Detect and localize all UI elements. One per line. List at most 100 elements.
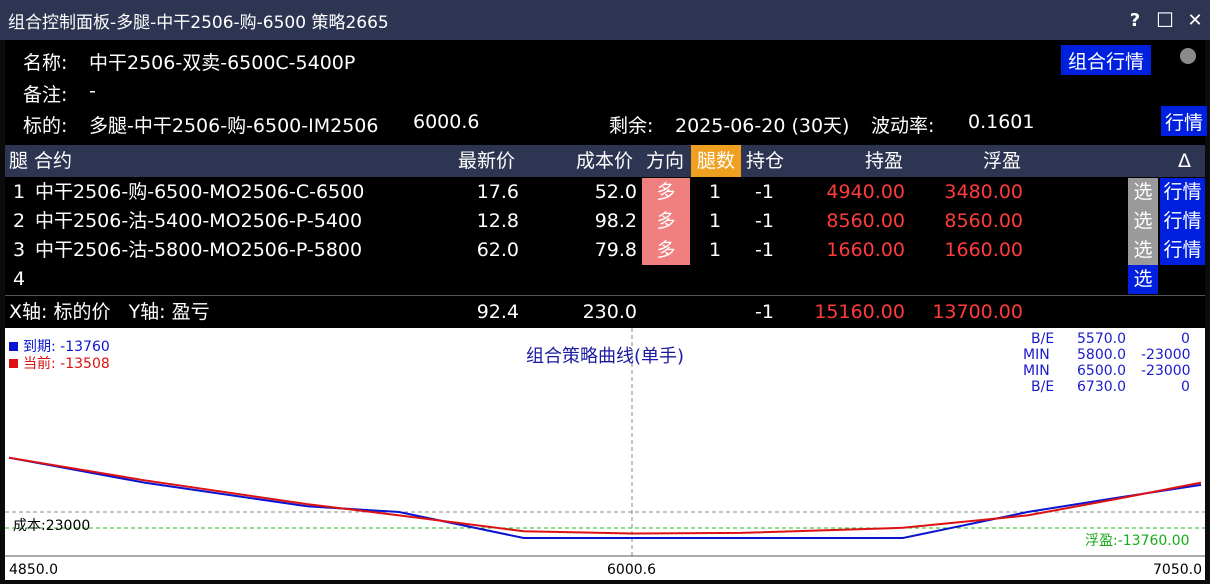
leg-float-pnl: 8560.00 <box>944 210 1023 232</box>
legend-expiry: 到期: -13760 <box>9 336 110 356</box>
expiry-curve <box>8 456 1202 539</box>
leg-count: 1 <box>709 181 722 203</box>
status-indicator <box>1180 48 1196 64</box>
leg-index: 3 <box>13 239 26 261</box>
header-delta: Δ <box>1178 150 1191 172</box>
row-quote-button[interactable]: 行情 <box>1160 178 1205 207</box>
annotation-x: 5570.0 <box>1077 331 1126 347</box>
leg-contract: 中干2506-沽-5400-MO2506-P-5400 <box>35 210 363 232</box>
annotation-y: -23000 <box>1141 347 1191 363</box>
x-min-label: 4850.0 <box>9 562 58 578</box>
header-legs: 腿数 <box>691 145 741 177</box>
float-pnl-label: 浮盈:-13760.00 <box>1085 533 1190 549</box>
leg-index: 4 <box>13 268 26 290</box>
name-value: 中干2506-双卖-6500C-5400P <box>89 52 356 74</box>
table-row[interactable]: 1 中干2506-购-6500-MO2506-C-6500 17.6 52.0 … <box>5 178 1205 207</box>
leg-position: -1 <box>755 181 774 203</box>
leg-cost: 98.2 <box>594 210 637 232</box>
remain-label: 剩余: <box>609 115 654 137</box>
chart-canvas <box>5 328 1205 557</box>
select-button[interactable]: 选 <box>1128 265 1158 294</box>
header-cost: 成本价 <box>576 150 634 172</box>
x-mid-label: 6000.6 <box>607 562 656 578</box>
info-panel: 名称: 中干2506-双卖-6500C-5400P 备注: - 标的: 多腿-中… <box>5 40 1207 145</box>
annotation-label: MIN <box>1023 363 1050 379</box>
leg-count: 1 <box>709 239 722 261</box>
summary-row: X轴: 标的价 Y轴: 盈亏 92.4 230.0 -1 15160.00 13… <box>5 295 1205 328</box>
annotation-y: 0 <box>1181 331 1190 347</box>
legend-expiry-swatch <box>9 341 18 351</box>
annotation-y: 0 <box>1181 379 1190 395</box>
strategy-chart[interactable]: 到期: -13760 当前: -13508 组合策略曲线(单手) B/E 557… <box>5 328 1205 580</box>
title-bar: 组合控制面板-多腿-中干2506-购-6500 策略2665 ? ☐ ✕ <box>0 0 1210 40</box>
x-max-label: 7050.0 <box>1153 562 1202 578</box>
leg-contract: 中干2506-沽-5800-MO2506-P-5800 <box>35 239 363 261</box>
leg-contract: 中干2506-购-6500-MO2506-C-6500 <box>35 181 365 203</box>
current-curve <box>8 456 1202 535</box>
row-quote-button[interactable]: 行情 <box>1160 236 1205 265</box>
leg-hold-pnl: 4940.00 <box>826 181 905 203</box>
note-label: 备注: <box>23 84 68 106</box>
annotation-label: B/E <box>1031 331 1055 347</box>
annotation-label: MIN <box>1023 347 1050 363</box>
leg-float-pnl: 3480.00 <box>944 181 1023 203</box>
leg-direction[interactable]: 多 <box>642 236 690 265</box>
leg-position: -1 <box>755 210 774 232</box>
annotation-x: 6730.0 <box>1077 379 1126 395</box>
leg-direction[interactable]: 多 <box>642 178 690 207</box>
header-position: 持仓 <box>746 150 785 172</box>
annotation-x: 5800.0 <box>1077 347 1126 363</box>
summary-hold-pnl: 15160.00 <box>814 301 905 323</box>
select-button[interactable]: 选 <box>1128 236 1158 265</box>
annotation-x: 6500.0 <box>1077 363 1126 379</box>
underlying-value: 多腿-中干2506-购-6500-IM2506 <box>89 115 379 137</box>
chart-title: 组合策略曲线(单手) <box>525 346 685 367</box>
leg-hold-pnl: 1660.00 <box>826 239 905 261</box>
legend-current: 当前: -13508 <box>9 353 110 373</box>
series-layer <box>8 456 1202 539</box>
leg-position: -1 <box>755 239 774 261</box>
leg-last: 17.6 <box>476 181 519 203</box>
summary-last: 92.4 <box>476 301 519 323</box>
table-row[interactable]: 3 中干2506-沽-5800-MO2506-P-5800 62.0 79.8 … <box>5 236 1205 265</box>
select-button[interactable]: 选 <box>1128 178 1158 207</box>
summary-float-pnl: 13700.00 <box>932 301 1023 323</box>
select-button[interactable]: 选 <box>1128 207 1158 236</box>
table-row[interactable]: 4 选 <box>5 265 1205 294</box>
axis-description: X轴: 标的价 Y轴: 盈亏 <box>9 301 210 323</box>
annotation-y: -23000 <box>1141 363 1191 379</box>
quote-button[interactable]: 行情 <box>1161 106 1207 136</box>
header-direction: 方向 <box>646 150 685 172</box>
underlying-price: 6000.6 <box>413 111 480 133</box>
leg-index: 1 <box>13 181 26 203</box>
header-hold-pnl: 持盈 <box>865 150 904 172</box>
leg-direction[interactable]: 多 <box>642 207 690 236</box>
window-controls: ? ☐ ✕ <box>1120 0 1210 40</box>
legend-current-swatch <box>9 358 18 368</box>
help-icon[interactable]: ? <box>1129 9 1141 31</box>
row-quote-button[interactable]: 行情 <box>1160 207 1205 236</box>
leg-count: 1 <box>709 210 722 232</box>
table-row[interactable]: 2 中干2506-沽-5400-MO2506-P-5400 12.8 98.2 … <box>5 207 1205 236</box>
leg-float-pnl: 1660.00 <box>944 239 1023 261</box>
vol-label: 波动率: <box>871 115 935 137</box>
leg-cost: 52.0 <box>594 181 637 203</box>
remain-value: 2025-06-20 (30天) <box>675 115 850 137</box>
note-value: - <box>89 80 96 102</box>
cost-label: 成本:23000 <box>13 518 91 534</box>
underlying-label: 标的: <box>23 115 68 137</box>
name-label: 名称: <box>23 52 68 74</box>
legs-table: 1 中干2506-购-6500-MO2506-C-6500 17.6 52.0 … <box>5 177 1205 295</box>
summary-position: -1 <box>755 301 774 323</box>
header-last: 最新价 <box>458 150 516 172</box>
header-float-pnl: 浮盈 <box>983 150 1022 172</box>
legend-current-text: 当前: -13508 <box>23 356 110 372</box>
annotation-label: B/E <box>1031 379 1055 395</box>
combo-quote-button[interactable]: 组合行情 <box>1061 45 1151 75</box>
leg-hold-pnl: 8560.00 <box>826 210 905 232</box>
maximize-icon[interactable]: ☐ <box>1156 8 1174 32</box>
close-icon[interactable]: ✕ <box>1187 9 1203 31</box>
legend-expiry-text: 到期: -13760 <box>23 339 110 355</box>
summary-cost: 230.0 <box>582 301 637 323</box>
vol-value: 0.1601 <box>968 111 1035 133</box>
